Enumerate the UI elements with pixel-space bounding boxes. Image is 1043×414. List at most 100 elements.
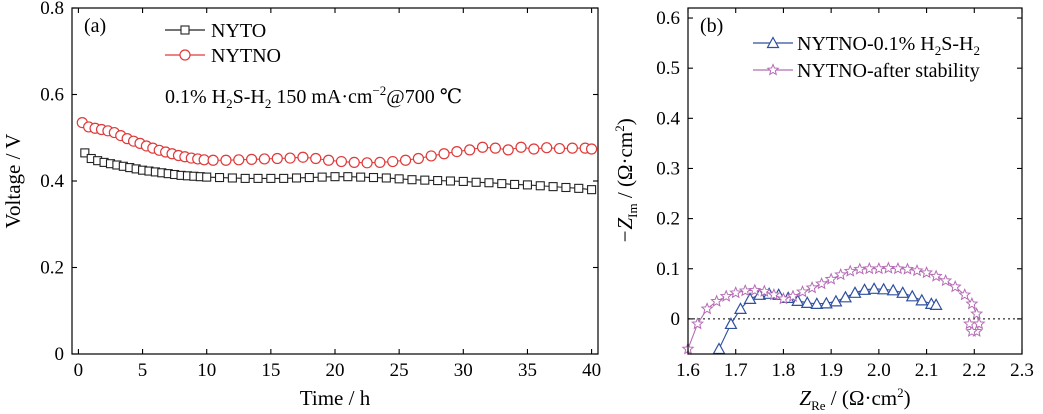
data-point — [407, 175, 417, 185]
axis-label-symbol: −Z — [613, 218, 637, 244]
data-point — [929, 269, 943, 282]
data-point — [853, 262, 867, 275]
series-nytno-0-1-h-s-h- — [712, 282, 943, 355]
x-tick-label: 35 — [518, 360, 537, 381]
data-point — [877, 282, 891, 295]
y-tick-label: 0 — [55, 344, 65, 365]
x-tick-label: 2.2 — [962, 360, 986, 381]
data-point — [502, 144, 514, 156]
data-point — [776, 292, 790, 305]
data-point — [553, 142, 566, 155]
legend-label: NYTNO — [211, 45, 281, 67]
data-point — [929, 298, 943, 310]
data-point — [733, 302, 748, 314]
legend-label: NYTNO-0.1% H2S-H2 — [797, 33, 980, 58]
x-tick-label: 1.7 — [724, 360, 748, 381]
axis-label-unit: ) — [904, 386, 911, 410]
data-point — [819, 296, 833, 309]
data-point — [522, 180, 532, 190]
legend-marker — [180, 25, 190, 35]
data-point — [886, 283, 900, 296]
data-point — [374, 156, 386, 169]
data-point — [279, 173, 289, 183]
x-tick-label: 30 — [454, 360, 473, 381]
data-point — [535, 181, 545, 191]
data-point — [322, 154, 335, 166]
x-tick-label: 15 — [261, 360, 280, 381]
data-point — [901, 262, 914, 275]
data-point — [574, 183, 584, 193]
data-point — [425, 150, 437, 162]
data-point — [712, 342, 726, 355]
data-point — [743, 292, 757, 304]
data-point — [240, 173, 250, 183]
data-point — [227, 173, 237, 183]
annotation-text: 150 mA·cm — [271, 86, 373, 108]
data-point — [920, 265, 934, 279]
data-point — [297, 151, 309, 163]
data-point — [484, 178, 494, 188]
data-point — [433, 176, 443, 186]
annotation-text: @700 ℃ — [386, 86, 462, 108]
data-point — [438, 148, 450, 160]
data-point — [207, 154, 219, 166]
data-point — [862, 261, 876, 275]
y-tick-label: 0.6 — [40, 85, 64, 106]
data-point — [719, 289, 733, 302]
data-point — [915, 293, 929, 306]
legend-label-subscript: 2 — [974, 43, 981, 58]
data-point — [724, 317, 738, 330]
legend-label-subscript: 2 — [935, 43, 942, 58]
condition-annotation: 0.1% H2S-H2 150 mA·cm−2@700 ℃ — [165, 83, 462, 111]
panel-a-voltage-chart: 0 5 10 15 20 25 30 35 40 0 0.2 0.4 0.6 0.8 (a) Time / h… — [1, 0, 601, 410]
data-point — [710, 294, 724, 307]
data-point — [848, 286, 862, 298]
data-point — [561, 182, 571, 193]
axis-label-subscript: Im — [625, 203, 640, 217]
data-point — [489, 142, 501, 154]
y-tick-label: 0.1 — [656, 259, 680, 280]
data-point — [948, 280, 962, 293]
data-point — [343, 172, 353, 182]
data-point — [330, 172, 340, 182]
data-point — [253, 173, 263, 183]
data-point — [815, 276, 829, 290]
data-point — [420, 175, 430, 185]
data-point — [368, 172, 379, 183]
legend-item: NYTO — [165, 20, 266, 42]
data-point — [394, 174, 404, 184]
annotation-superscript: −2 — [372, 83, 386, 98]
x-tick-label: 1.9 — [819, 360, 843, 381]
data-point — [939, 273, 953, 287]
y-tick-label: 0 — [671, 309, 681, 330]
data-point — [810, 297, 824, 309]
data-point — [310, 152, 322, 165]
data-point — [271, 152, 283, 165]
x-tick-label: 10 — [197, 360, 216, 381]
axis-label-superscript: 2 — [897, 385, 904, 400]
legend-marker — [179, 49, 191, 61]
series-nyto — [80, 148, 597, 195]
y-tick-label: 0.3 — [656, 158, 680, 179]
y-tick-label: 0.2 — [40, 258, 64, 279]
data-point — [691, 317, 705, 330]
data-point — [202, 172, 212, 182]
axis-label-symbol: Z — [799, 386, 811, 410]
data-point — [541, 142, 553, 154]
data-point — [445, 176, 456, 186]
data-point — [387, 155, 399, 168]
data-point — [317, 172, 327, 182]
data-point — [476, 141, 489, 153]
data-point — [587, 185, 597, 195]
data-point — [800, 296, 814, 308]
data-point — [805, 281, 819, 294]
data-point — [304, 172, 314, 183]
x-tick-label: 2.3 — [1010, 360, 1034, 381]
data-point — [497, 179, 507, 189]
data-point — [858, 283, 872, 295]
data-point — [891, 261, 905, 275]
data-point — [266, 173, 276, 183]
data-point — [348, 156, 360, 169]
data-point — [258, 153, 271, 165]
data-point — [356, 172, 366, 182]
